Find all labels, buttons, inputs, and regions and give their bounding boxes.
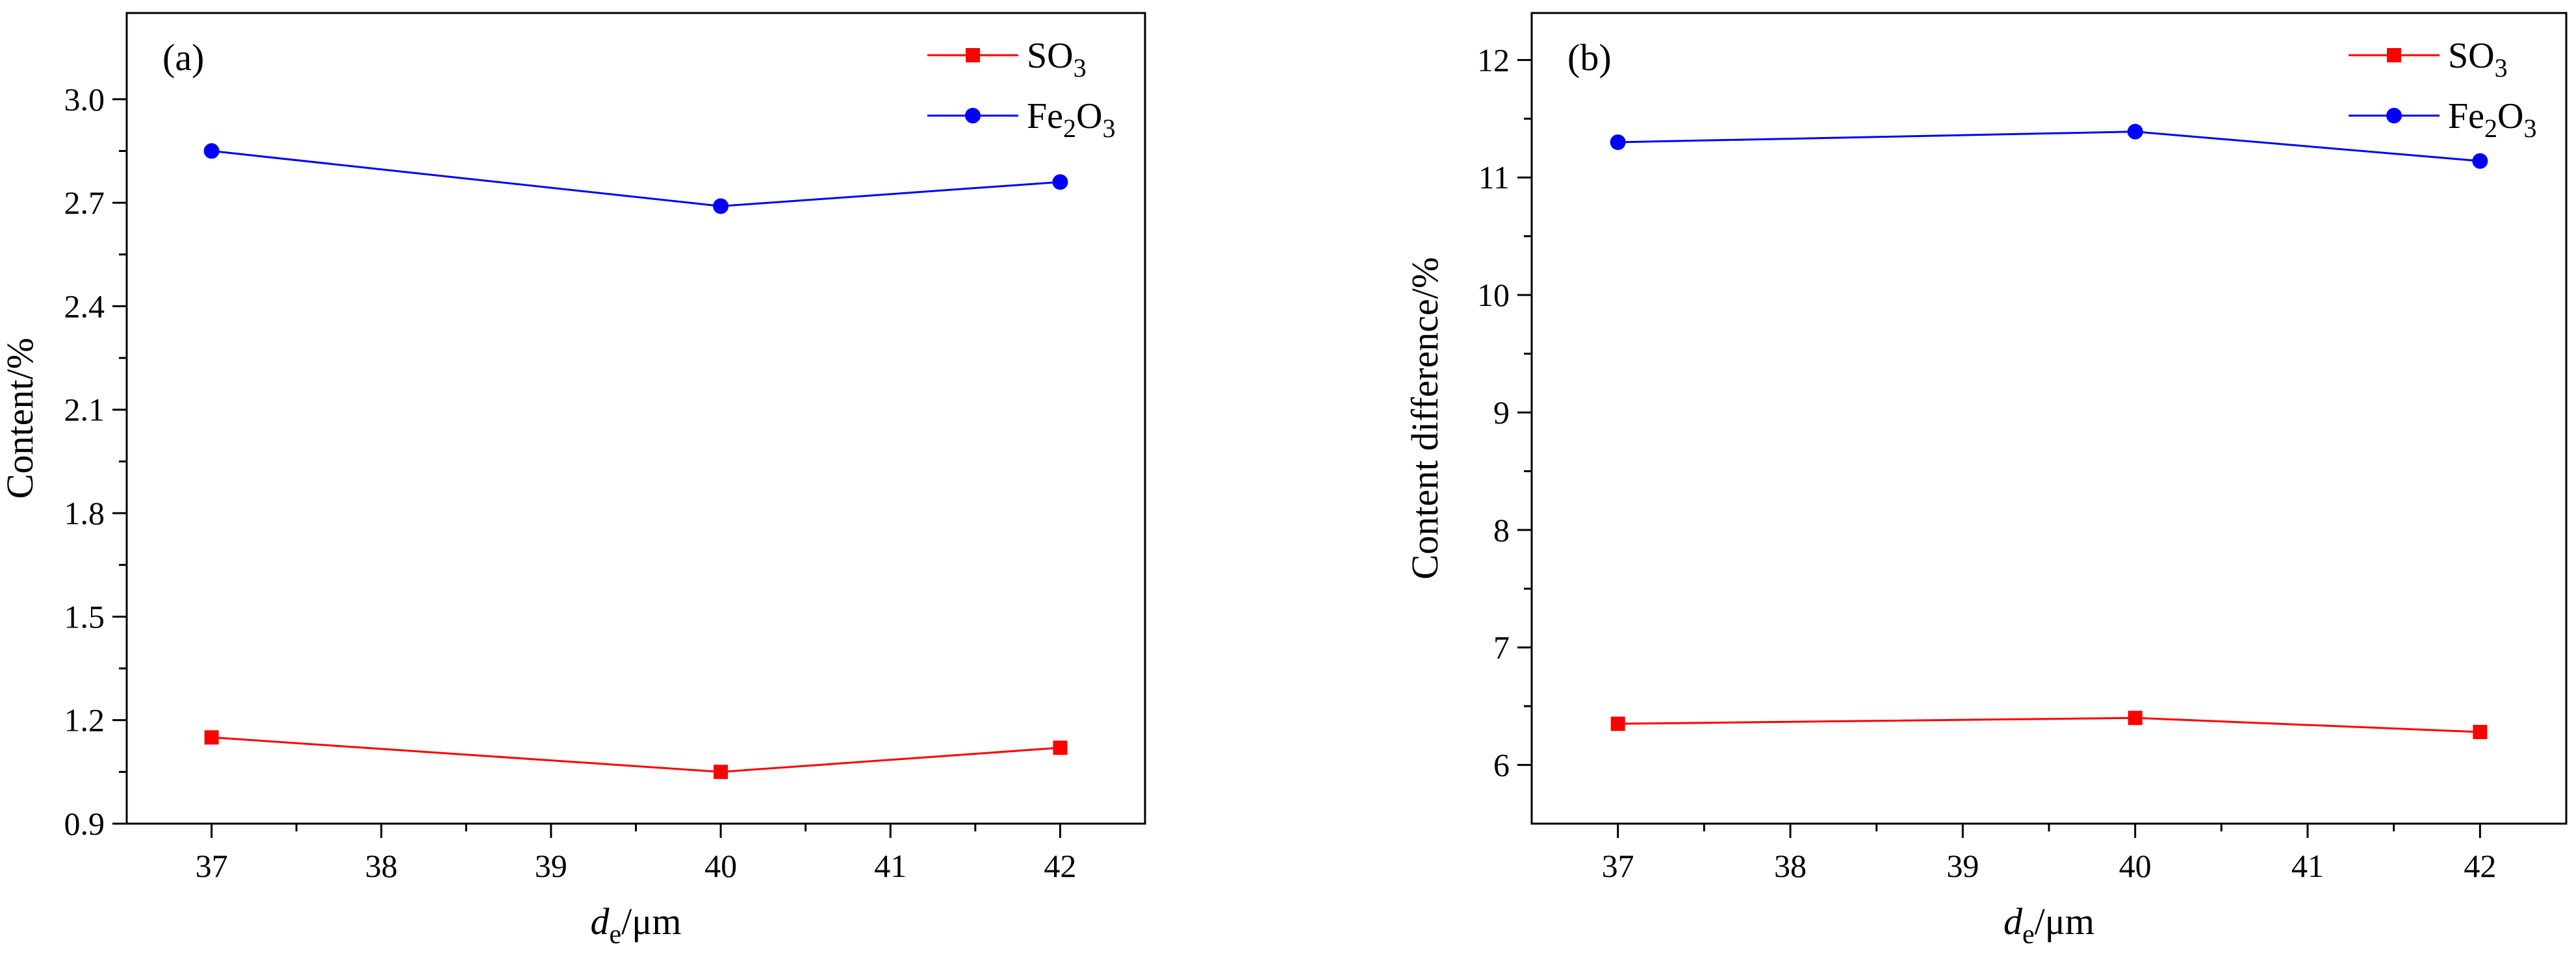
y-tick-label: 12 (1477, 42, 1510, 78)
y-tick-label: 7 (1493, 629, 1510, 666)
x-tick-label: 41 (2291, 848, 2324, 884)
legend-item: Fe2O3 (927, 96, 1115, 143)
data-point-SO3 (1053, 740, 1068, 755)
legend-marker-circle (965, 108, 981, 123)
x-tick-label: 38 (365, 848, 398, 884)
legend-marker-square (2387, 48, 2401, 62)
chart-panel-a: 37 38 39 40 41 42 0.9 1.2 1.5 1.8 2.1 2.4 2.7 3.0 de/μ… (0, 12, 1146, 950)
y-tick-label: 11 (1478, 159, 1510, 196)
chart-panel-b: 37 38 39 40 41 42 6 7 8 9 10 11 12 de/μm Content diffe… (1404, 12, 2568, 950)
x-tick-label: 42 (2464, 848, 2496, 884)
x-tick-label: 42 (1044, 848, 1076, 884)
y-axis-title: Content difference/% (1404, 257, 1446, 580)
x-tick-label: 40 (704, 848, 737, 884)
y-tick-label: 0.9 (64, 805, 105, 842)
y-tick-label: 8 (1493, 512, 1510, 548)
panel-label: (b) (1567, 36, 1612, 79)
data-point-SO3 (714, 765, 728, 779)
y-tick-label: 1.8 (64, 495, 105, 531)
legend-item: SO3 (2349, 36, 2508, 82)
series-line-Fe2O3 (211, 149, 1061, 207)
x-axis-title: de/μm (2003, 900, 2094, 950)
y-axis-title: Content/% (0, 338, 41, 499)
legend-marker-square (966, 48, 980, 62)
data-point-SO3 (1610, 716, 1625, 731)
y-tick-label: 2.4 (64, 288, 105, 324)
data-point-Fe2O3 (2472, 153, 2488, 169)
legend-label: Fe2O3 (2448, 96, 2536, 143)
y-tick-label: 2.7 (64, 184, 105, 221)
x-tick-label: 39 (535, 848, 567, 884)
x-axis-title: de/μm (591, 900, 682, 950)
x-tick-label: 41 (874, 848, 907, 884)
x-tick-label: 37 (196, 848, 228, 884)
data-point-SO3 (2473, 724, 2488, 739)
y-tick-label: 10 (1477, 277, 1510, 313)
legend-item: SO3 (927, 36, 1087, 82)
data-point-Fe2O3 (2127, 123, 2143, 140)
data-point-Fe2O3 (713, 198, 729, 214)
data-point-SO3 (204, 730, 219, 745)
y-tick-label: 3.0 (64, 81, 105, 118)
y-tick-label: 6 (1493, 747, 1510, 783)
y-tick-label: 1.5 (64, 598, 105, 635)
data-point-Fe2O3 (1610, 134, 1626, 150)
x-tick-label: 40 (2119, 848, 2152, 884)
y-tick-label: 9 (1493, 394, 1510, 431)
y-tick-label: 1.2 (64, 702, 105, 739)
series-line-SO3 (1617, 716, 2480, 733)
x-tick-label: 39 (1946, 848, 1979, 884)
legend-item: Fe2O3 (2349, 96, 2536, 143)
data-point-SO3 (2128, 711, 2143, 726)
legend-label: SO3 (1027, 36, 1087, 82)
series-line-Fe2O3 (1617, 131, 2480, 162)
series-line-SO3 (211, 736, 1061, 773)
legend-label: SO3 (2448, 36, 2508, 82)
legend-marker-circle (2386, 108, 2402, 123)
plot-frame (1530, 12, 2568, 825)
data-point-Fe2O3 (203, 143, 220, 159)
plot-frame (125, 12, 1146, 825)
data-point-Fe2O3 (1052, 174, 1068, 190)
x-tick-label: 38 (1774, 848, 1807, 884)
y-tick-label: 2.1 (64, 392, 105, 428)
legend-label: Fe2O3 (1027, 96, 1115, 143)
panel-label: (a) (162, 36, 204, 79)
x-tick-label: 37 (1602, 848, 1634, 884)
